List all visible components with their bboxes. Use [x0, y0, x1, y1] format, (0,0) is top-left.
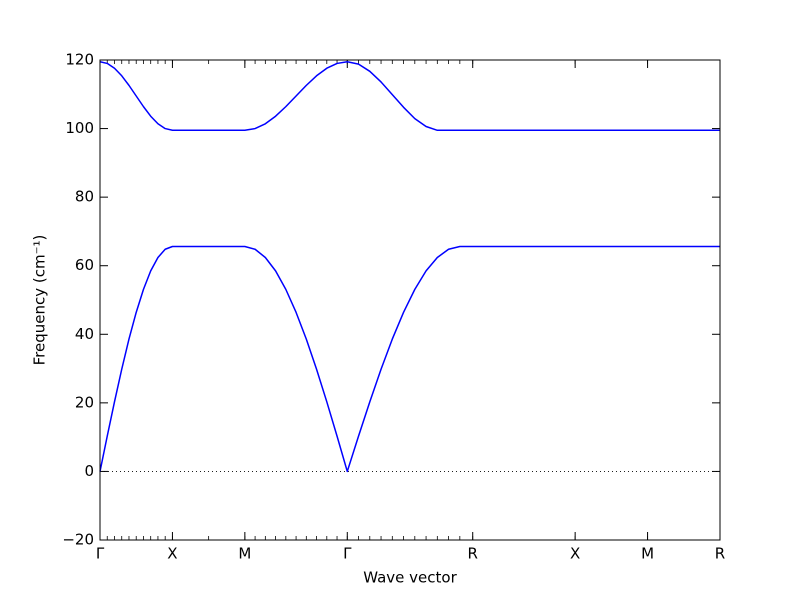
- y-axis-label: Frequency (cm⁻¹): [31, 235, 49, 366]
- y-tick-label: 60: [75, 256, 94, 274]
- x-tick-label: R: [715, 545, 725, 563]
- plot-frame: [99, 59, 721, 541]
- x-tick-label: X: [570, 545, 580, 563]
- y-tick-label: −20: [62, 531, 94, 549]
- x-tick-label: M: [238, 545, 251, 563]
- y-tick-label: 80: [75, 188, 94, 206]
- x-tick-label: R: [468, 545, 478, 563]
- y-tick-label: 40: [75, 325, 94, 343]
- y-tick-label: 120: [65, 51, 94, 69]
- x-tick-label: X: [167, 545, 177, 563]
- band-line: [99, 245, 720, 473]
- band-line: [99, 60, 720, 132]
- x-tick-label: M: [641, 545, 654, 563]
- x-axis-label: Wave vector: [363, 569, 457, 587]
- x-tick-label: Γ: [343, 545, 352, 563]
- y-tick-label: 0: [84, 462, 94, 480]
- x-tick-label: Γ: [96, 545, 105, 563]
- y-tick-label: 100: [65, 119, 94, 137]
- y-tick-label: 20: [75, 393, 94, 411]
